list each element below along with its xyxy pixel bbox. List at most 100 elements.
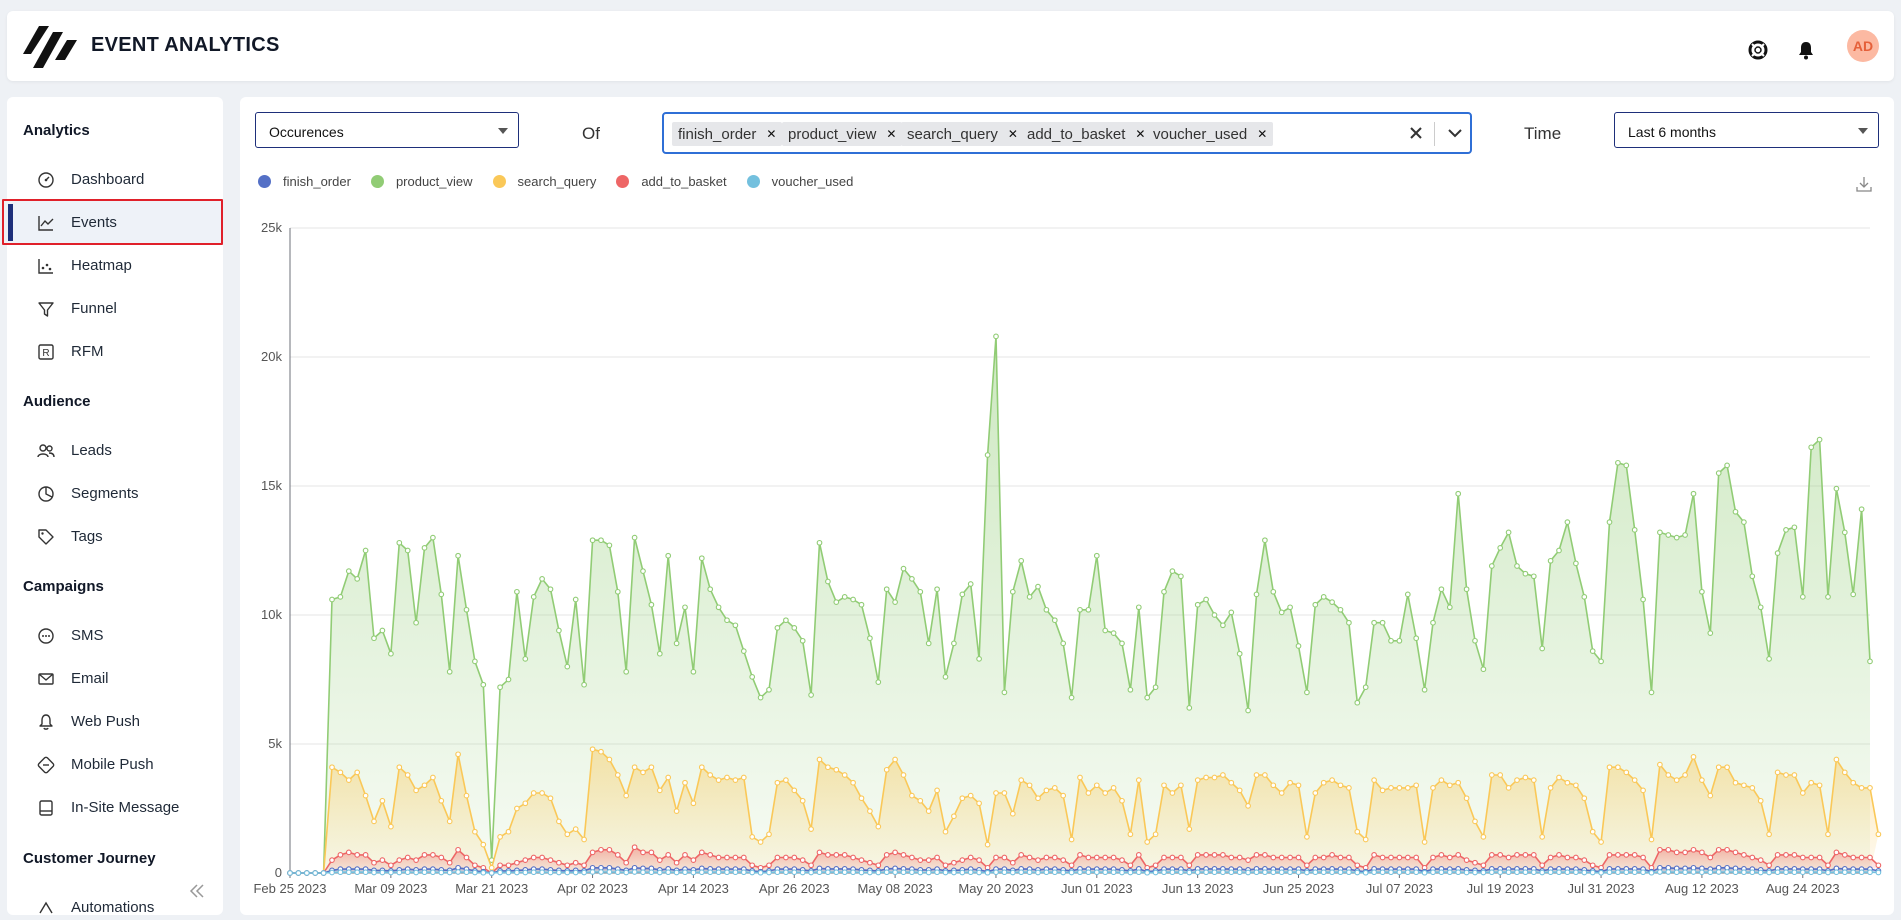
data-point-search_query	[1808, 779, 1815, 786]
data-point-voucher_used	[841, 869, 848, 876]
time-range-value: Last 6 months	[1628, 124, 1716, 140]
data-point-voucher_used	[556, 869, 562, 876]
sidebar-item-email[interactable]: Email	[7, 657, 223, 700]
data-point-add_to_basket	[909, 854, 915, 861]
data-point-product_view	[1497, 545, 1504, 551]
data-point-search_query	[984, 841, 991, 848]
legend-item-product-view[interactable]: product_view	[370, 174, 473, 189]
sidebar-item-funnel[interactable]: Funnel	[7, 287, 223, 330]
sidebar-item-heatmap[interactable]: Heatmap	[7, 244, 223, 287]
support-icon[interactable]	[1747, 39, 1769, 61]
data-point-voucher_used	[1463, 869, 1470, 876]
data-point-voucher_used	[1253, 869, 1260, 876]
data-point-add_to_basket	[1505, 854, 1512, 861]
data-point-search_query	[1354, 828, 1361, 835]
sidebar-item-leads[interactable]: Leads	[7, 429, 223, 472]
data-point-voucher_used	[1530, 869, 1537, 876]
data-point-product_view	[1430, 619, 1436, 626]
data-point-add_to_basket	[1270, 854, 1277, 861]
metric-select[interactable]: Occurences	[255, 112, 519, 148]
sidebar-item-automations[interactable]: Automations	[7, 886, 223, 915]
sidebar: Analytics Dashboard Events Heatmap Funne…	[7, 97, 223, 915]
data-point-add_to_basket	[379, 857, 386, 863]
data-point-voucher_used	[883, 869, 890, 876]
data-point-product_view	[825, 578, 831, 585]
data-point-product_view	[430, 534, 436, 541]
data-point-add_to_basket	[724, 854, 730, 861]
legend-item-search-query[interactable]: search_query	[492, 174, 596, 189]
app-header: EVENT ANALYTICS AD	[7, 11, 1894, 81]
sidebar-item-dashboard[interactable]: Dashboard	[7, 158, 223, 201]
remove-chip-icon[interactable]: ✕	[1007, 127, 1018, 141]
data-point-product_view	[1757, 604, 1764, 611]
y-tick-label: 20k	[261, 349, 282, 364]
legend-item-voucher-used[interactable]: voucher_used	[746, 174, 853, 189]
gauge-icon	[38, 172, 54, 188]
data-point-voucher_used	[404, 869, 411, 876]
remove-chip-icon[interactable]: ✕	[886, 127, 897, 141]
events-multiselect[interactable]: finish_order ✕ product_view ✕ search_query…	[662, 112, 1472, 154]
sidebar-item-tags[interactable]: Tags	[7, 515, 223, 558]
data-point-add_to_basket	[816, 849, 823, 856]
data-point-product_view	[1556, 547, 1562, 554]
sidebar-item-web-push[interactable]: Web Push	[7, 700, 223, 743]
data-point-add_to_basket	[682, 852, 688, 858]
data-point-product_view	[1270, 588, 1277, 595]
data-point-search_query	[455, 751, 461, 758]
data-point-search_query	[1741, 782, 1747, 789]
data-point-voucher_used	[1203, 869, 1209, 876]
sidebar-item-sms[interactable]: SMS	[7, 614, 223, 657]
remove-chip-icon[interactable]: ✕	[1135, 127, 1146, 141]
data-point-voucher_used	[1312, 869, 1319, 876]
bell-icon[interactable]	[1795, 39, 1817, 61]
data-point-product_view	[623, 668, 630, 675]
data-point-product_view	[1253, 591, 1260, 598]
y-tick-label: 25k	[261, 220, 282, 235]
sidebar-item-in-site-message[interactable]: In-Site Message	[7, 786, 223, 829]
data-point-product_view	[329, 596, 335, 603]
data-point-search_query	[1404, 785, 1411, 791]
data-point-product_view	[1304, 689, 1310, 696]
sidebar-item-mobile-push[interactable]: Mobile Push	[7, 743, 223, 786]
pie-icon	[38, 486, 54, 502]
data-point-voucher_used	[976, 869, 982, 876]
sidebar-item-events[interactable]: Events	[7, 201, 223, 244]
data-point-voucher_used	[1455, 869, 1462, 876]
sidebar-item-segments[interactable]: Segments	[7, 472, 223, 515]
data-point-product_view	[1488, 563, 1495, 569]
download-icon[interactable]	[1855, 175, 1873, 193]
data-point-voucher_used	[690, 869, 697, 876]
chevron-down-icon[interactable]	[1446, 124, 1464, 142]
data-point-add_to_basket	[1001, 854, 1008, 861]
data-point-search_query	[875, 823, 882, 830]
data-point-search_query	[900, 772, 907, 778]
data-point-search_query	[1682, 772, 1688, 778]
event-chip-finish-order: finish_order ✕	[672, 122, 783, 146]
data-point-search_query	[648, 764, 655, 771]
remove-chip-icon[interactable]: ✕	[1257, 127, 1268, 141]
clear-all-icon[interactable]	[1406, 123, 1426, 143]
data-point-product_view	[1329, 599, 1335, 605]
legend-item-finish-order[interactable]: finish_order	[258, 174, 351, 189]
time-range-select[interactable]: Last 6 months	[1614, 112, 1879, 148]
data-point-voucher_used	[892, 869, 898, 876]
user-avatar[interactable]: AD	[1847, 30, 1879, 62]
data-point-search_query	[1018, 777, 1025, 783]
data-point-product_view	[1530, 573, 1537, 580]
data-point-add_to_basket	[1161, 854, 1167, 861]
data-point-voucher_used	[572, 869, 579, 876]
data-point-search_query	[1253, 772, 1260, 778]
legend-item-add-to-basket[interactable]: add_to_basket	[616, 174, 727, 189]
data-point-voucher_used	[1043, 869, 1050, 876]
users-icon	[37, 444, 55, 458]
data-point-voucher_used	[732, 869, 739, 876]
sidebar-item-rfm[interactable]: R RFM	[7, 330, 223, 373]
data-point-product_view	[1144, 694, 1151, 701]
sidebar-item-label: Leads	[71, 442, 112, 459]
data-point-product_view	[1346, 619, 1352, 626]
remove-chip-icon[interactable]: ✕	[766, 127, 777, 141]
collapse-sidebar-icon[interactable]	[186, 880, 208, 902]
data-point-voucher_used	[514, 869, 520, 876]
data-point-add_to_basket	[1774, 852, 1781, 858]
data-point-add_to_basket	[959, 857, 966, 863]
